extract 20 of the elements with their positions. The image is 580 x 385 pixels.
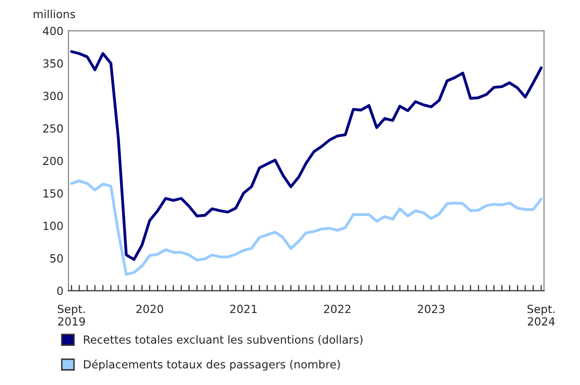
legend-label: Déplacements totaux des passagers (nombre) (84, 359, 340, 371)
x-tick-label: 2021 (230, 304, 257, 314)
y-tick-label: 400 (42, 26, 63, 36)
x-tick-label: 2023 (418, 304, 444, 314)
y-tick-label: 100 (44, 222, 63, 230)
x-tick-label: 2020 (136, 304, 164, 314)
x-tick-label: 2022 (324, 304, 350, 314)
y-tick-label: 150 (44, 189, 63, 198)
y-axis-title: millions (34, 10, 76, 18)
y-tick-label: 350 (43, 59, 63, 68)
line-series (70, 50, 543, 261)
x-tick-label: Sept. 2019 (58, 304, 85, 326)
y-tick-label: 200 (43, 156, 63, 166)
y-tick-label: 50 (50, 254, 63, 263)
legend-label: Recettes totales excluant les subventions (dollars) (84, 335, 362, 346)
y-tick-label: 300 (43, 92, 63, 100)
line-series (70, 179, 543, 276)
y-tick-label: 250 (43, 124, 63, 133)
x-tick-label: Sept. 2024 (528, 304, 555, 326)
y-tick-label: 0 (57, 286, 63, 296)
